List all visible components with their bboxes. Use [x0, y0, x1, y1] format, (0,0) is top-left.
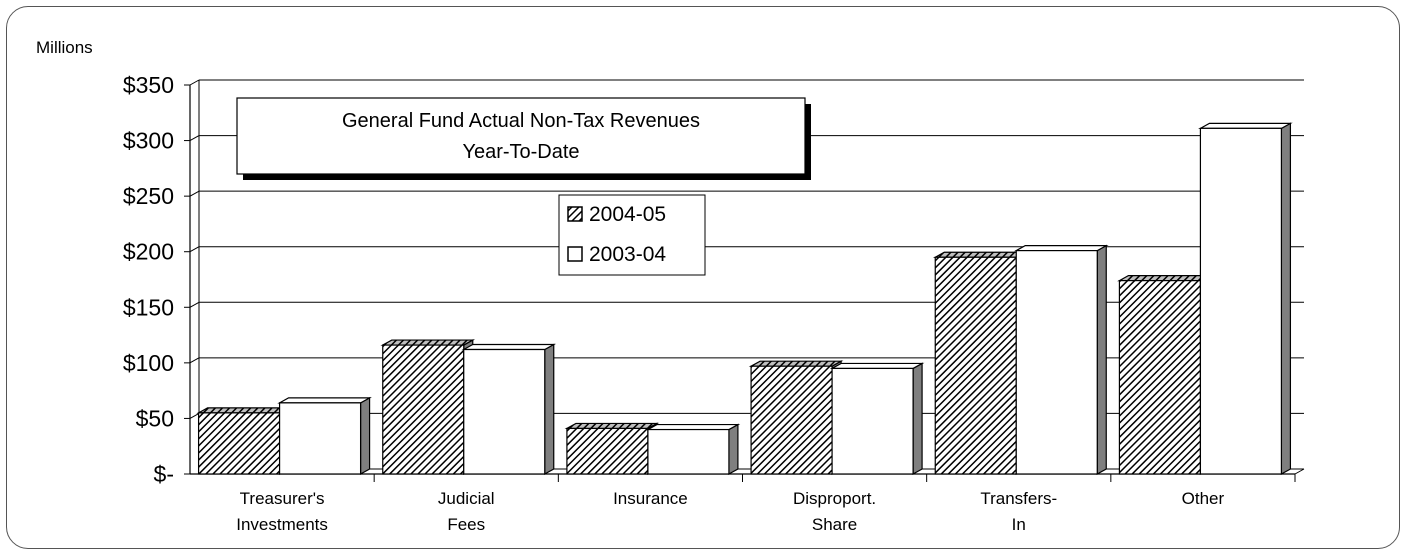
bar-front: [1118, 280, 1202, 475]
x-tick-label: Insurance: [613, 489, 688, 508]
legend-label-2004-05: 2004-05: [589, 203, 666, 226]
x-tick-label: Investments: [236, 515, 328, 534]
grid-diagonal: [189, 357, 200, 364]
title-box: General Fund Actual Non-Tax Revenues Yea…: [236, 97, 811, 180]
grid-diagonal: [189, 79, 200, 86]
bar-top: [564, 422, 660, 430]
grid-diagonal: [189, 412, 200, 419]
bar-2003-04: [1013, 244, 1109, 476]
y-tick-labels: $- $50 $100 $150 $200 $250 $300 $350: [123, 72, 174, 487]
bar-2003-04: [1198, 122, 1293, 476]
bar-side: [544, 343, 555, 476]
x-tick-label: Treasurer's: [240, 489, 325, 508]
bar-2004-05: [196, 406, 291, 476]
bar-front: [934, 256, 1017, 475]
x-tick-label: Disproport.: [793, 489, 876, 508]
bar-top: [645, 423, 741, 431]
bar-front: [197, 412, 281, 475]
bar-front: [382, 344, 465, 475]
x-tick-label: Share: [812, 515, 857, 534]
bar-front: [750, 365, 833, 475]
bar-2003-04: [645, 423, 741, 476]
x-tick-label: Judicial: [438, 489, 495, 508]
bar-side: [359, 396, 371, 476]
bar-top: [277, 397, 372, 404]
x-tick-labels: Treasurer's Investments Judicial Fees Insura…: [236, 489, 1224, 534]
y-tick-label: $100: [123, 350, 174, 376]
y-tick-label: $300: [123, 128, 174, 154]
bar-2004-05: [564, 422, 660, 476]
bar-2004-05: [1117, 274, 1212, 476]
bar-side: [1096, 244, 1107, 476]
bar-front: [647, 428, 730, 475]
floor-edge: [1294, 468, 1305, 475]
y-tick-label: $350: [123, 72, 174, 98]
bar-top: [380, 339, 476, 346]
bars: [196, 122, 1293, 476]
bar-front: [566, 427, 649, 475]
bar-front: [278, 402, 362, 475]
grid-diagonal: [189, 246, 200, 253]
bar-2003-04: [461, 343, 557, 476]
bar-top: [461, 343, 557, 351]
legend-swatch-2003-04: [567, 246, 583, 262]
x-tick-label: Fees: [447, 515, 485, 534]
y-tick-label: $250: [123, 183, 174, 209]
bar-top: [1117, 275, 1212, 282]
bar-side: [1280, 122, 1292, 476]
grid-diagonal: [189, 301, 200, 308]
bar-side: [728, 423, 739, 476]
legend-label-2003-04: 2003-04: [589, 243, 666, 266]
legend-swatch-2004-05: [567, 206, 583, 222]
bar-front: [1199, 127, 1283, 475]
bar-front: [831, 367, 914, 475]
bar-top: [932, 251, 1028, 258]
bar-2004-05: [748, 360, 844, 476]
bar-2004-05: [932, 251, 1028, 476]
grid-diagonal: [189, 190, 200, 197]
x-tick-label: Other: [1182, 489, 1225, 508]
bar-top: [1198, 122, 1293, 129]
bar-2003-04: [277, 396, 372, 476]
chart-title: General Fund Actual Non-Tax Revenues: [342, 110, 700, 132]
y-tick-label: $-: [154, 461, 174, 487]
bar-top: [829, 362, 925, 370]
unit-label: Millions: [36, 38, 93, 57]
bar-2003-04: [829, 362, 925, 476]
x-tick-label: In: [1012, 515, 1026, 534]
bar-side: [912, 362, 923, 476]
axes: [184, 80, 1305, 482]
bar-front: [1015, 250, 1098, 475]
bar-front: [463, 348, 546, 475]
bar-2004-05: [380, 339, 476, 476]
y-tick-label: $200: [123, 239, 174, 265]
grid-diagonal: [189, 135, 200, 142]
bar-top: [196, 407, 291, 414]
x-tick-label: Transfers-: [980, 489, 1057, 508]
y-tick-label: $150: [123, 294, 174, 320]
bar-top: [748, 360, 844, 367]
legend: 2004-05 2003-04: [558, 194, 706, 276]
bar-top: [1013, 245, 1109, 252]
chart-subtitle: Year-To-Date: [462, 141, 579, 163]
y-tick-label: $50: [136, 405, 174, 431]
